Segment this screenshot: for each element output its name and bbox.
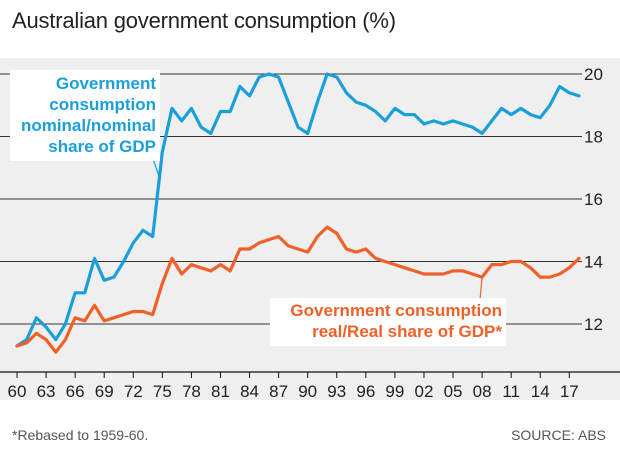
x-tick-label: 63: [37, 382, 56, 401]
x-tick-label: 93: [327, 382, 346, 401]
x-tick-label: 05: [444, 382, 463, 401]
x-tick-label: 90: [298, 382, 317, 401]
x-tick-label: 14: [531, 382, 550, 401]
x-tick-label: 08: [473, 382, 492, 401]
x-tick-label: 17: [560, 382, 579, 401]
nominal-label-line: share of GDP: [48, 137, 156, 156]
footnote: *Rebased to 1959-60.: [12, 427, 149, 443]
x-tick-label: 78: [182, 382, 201, 401]
chart-title: Australian government consumption (%): [12, 8, 396, 33]
y-tick-label: 18: [584, 128, 603, 147]
y-tick-label: 12: [584, 315, 603, 334]
nominal-series-line: [15, 72, 581, 348]
x-tick-label: 60: [8, 382, 27, 401]
x-tick-label: 69: [95, 382, 114, 401]
nominal-label-line: Government: [55, 74, 156, 93]
x-tick-label: 66: [66, 382, 85, 401]
nominal-series-label: Government consumption nominal/nominal s…: [10, 70, 160, 161]
real-series-line: [15, 225, 581, 354]
nominal-label-line: consumption: [49, 95, 156, 114]
source-credit: SOURCE: ABS: [511, 427, 606, 443]
real-label-line: real/Real share of GDP*: [312, 322, 502, 341]
y-tick-label: 20: [584, 65, 603, 84]
real-label-leader: [479, 277, 483, 301]
x-tick-label: 75: [153, 382, 172, 401]
x-tick-label: 11: [502, 382, 520, 401]
y-tick-label: 16: [584, 190, 603, 209]
real-series-label: Government consumption real/Real share o…: [270, 298, 506, 346]
y-tick-label: 14: [584, 253, 603, 272]
nominal-label-line: nominal/nominal: [20, 116, 156, 135]
real-label-line: Government consumption: [290, 301, 502, 320]
x-tick-label: 02: [415, 382, 434, 401]
x-tick-label: 81: [211, 382, 230, 401]
x-tick-label: 87: [269, 382, 288, 401]
x-tick-label: 99: [385, 382, 404, 401]
x-tick-label: 84: [240, 382, 259, 401]
x-tick-label: 72: [124, 382, 143, 401]
x-tick-label: 96: [356, 382, 375, 401]
